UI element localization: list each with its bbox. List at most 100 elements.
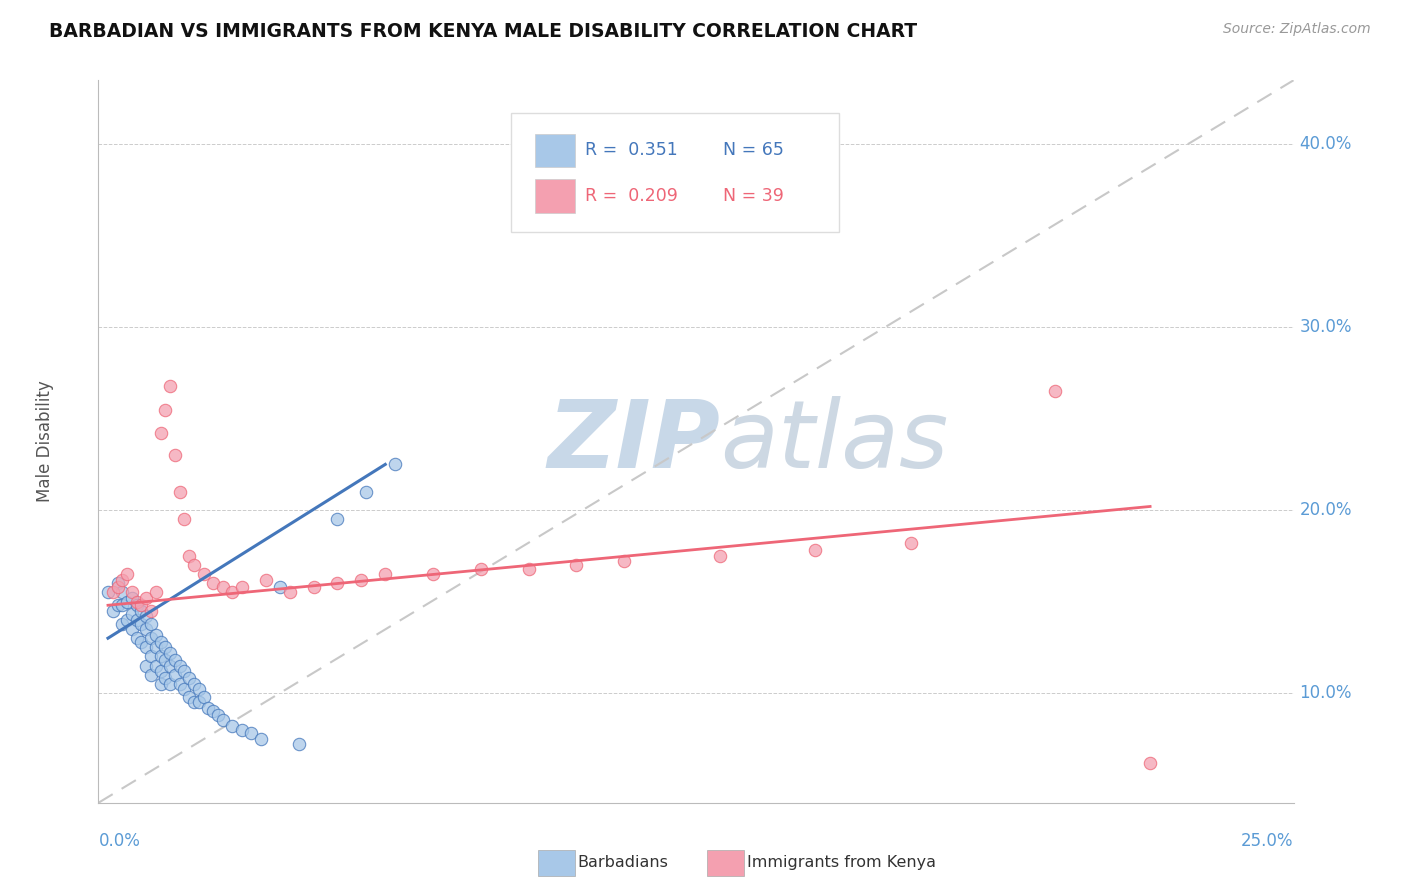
Point	[517, 562, 540, 576]
Point	[1139, 756, 1161, 770]
Point	[422, 567, 444, 582]
Point	[111, 616, 134, 631]
Point	[131, 616, 153, 631]
Text: Immigrants from Kenya: Immigrants from Kenya	[747, 855, 935, 870]
Point	[135, 640, 157, 655]
Text: 20.0%: 20.0%	[1299, 501, 1353, 519]
Point	[202, 576, 225, 591]
Point	[565, 558, 588, 572]
Text: Source: ZipAtlas.com: Source: ZipAtlas.com	[1223, 22, 1371, 37]
Point	[159, 658, 181, 673]
Point	[804, 543, 827, 558]
FancyBboxPatch shape	[510, 112, 839, 232]
Point	[131, 599, 153, 613]
Point	[145, 640, 167, 655]
Point	[121, 607, 143, 622]
Point	[145, 627, 167, 641]
Point	[179, 549, 201, 563]
Point	[269, 580, 291, 594]
Point	[135, 591, 157, 605]
FancyBboxPatch shape	[534, 134, 575, 167]
Point	[169, 677, 191, 691]
Point	[183, 558, 205, 572]
Point	[149, 649, 172, 664]
Point	[163, 448, 186, 462]
Point	[131, 604, 153, 618]
Point	[179, 672, 201, 686]
Text: 40.0%: 40.0%	[1299, 136, 1353, 153]
Point	[101, 585, 124, 599]
Point	[202, 704, 225, 718]
Point	[155, 653, 177, 667]
Point	[159, 646, 181, 660]
Point	[470, 562, 492, 576]
Point	[121, 622, 143, 636]
Point	[155, 402, 177, 417]
Point	[121, 585, 143, 599]
Point	[169, 658, 191, 673]
Point	[1043, 384, 1066, 399]
Text: 10.0%: 10.0%	[1299, 684, 1353, 702]
Text: R =  0.351: R = 0.351	[585, 141, 678, 160]
Point	[115, 567, 138, 582]
Point	[187, 682, 209, 697]
Point	[240, 726, 263, 740]
Text: R =  0.209: R = 0.209	[585, 187, 678, 205]
Point	[115, 613, 138, 627]
Point	[107, 599, 129, 613]
Point	[197, 700, 219, 714]
Text: 30.0%: 30.0%	[1299, 318, 1353, 336]
Point	[183, 695, 205, 709]
Point	[326, 576, 349, 591]
Point	[149, 664, 172, 678]
Point	[101, 604, 124, 618]
Point	[159, 677, 181, 691]
Point	[231, 580, 253, 594]
Point	[173, 682, 195, 697]
Text: BARBADIAN VS IMMIGRANTS FROM KENYA MALE DISABILITY CORRELATION CHART: BARBADIAN VS IMMIGRANTS FROM KENYA MALE …	[49, 22, 917, 41]
Point	[302, 580, 325, 594]
Point	[211, 714, 233, 728]
Point	[173, 512, 195, 526]
Point	[187, 695, 209, 709]
Point	[139, 631, 162, 645]
Point	[125, 594, 148, 608]
Point	[254, 573, 277, 587]
Point	[115, 594, 138, 608]
Point	[121, 591, 143, 605]
Point	[374, 567, 396, 582]
Text: N = 65: N = 65	[724, 141, 785, 160]
Text: atlas: atlas	[720, 396, 948, 487]
Point	[107, 576, 129, 591]
Point	[125, 599, 148, 613]
Point	[221, 719, 243, 733]
Point	[350, 573, 373, 587]
Point	[354, 484, 377, 499]
Text: 25.0%: 25.0%	[1241, 831, 1294, 850]
Point	[278, 585, 301, 599]
Point	[179, 690, 201, 704]
Point	[613, 554, 636, 568]
Point	[159, 378, 181, 392]
Point	[163, 667, 186, 681]
Point	[155, 672, 177, 686]
Point	[183, 677, 205, 691]
FancyBboxPatch shape	[534, 179, 575, 212]
Point	[211, 580, 233, 594]
Text: ZIP: ZIP	[547, 395, 720, 488]
Point	[169, 484, 191, 499]
Point	[125, 613, 148, 627]
Point	[149, 677, 172, 691]
Point	[111, 573, 134, 587]
Point	[135, 658, 157, 673]
Point	[163, 653, 186, 667]
Point	[207, 708, 229, 723]
Point	[111, 585, 134, 599]
Point	[145, 658, 167, 673]
Point	[131, 635, 153, 649]
Point	[97, 585, 120, 599]
Point	[107, 580, 129, 594]
Point	[111, 599, 134, 613]
Text: 0.0%: 0.0%	[98, 831, 141, 850]
Point	[139, 616, 162, 631]
